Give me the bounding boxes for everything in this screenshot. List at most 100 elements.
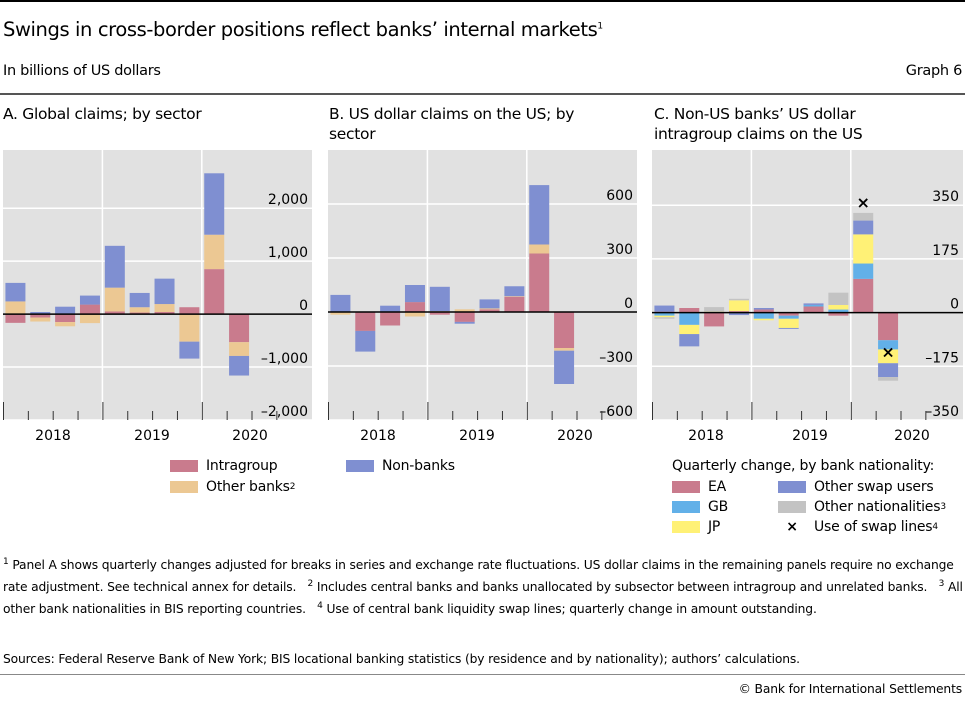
bar-segment-other-swap-users	[679, 334, 700, 347]
bar-segment-other-banks	[204, 234, 225, 270]
legend-label: GB	[708, 499, 729, 515]
legend-swatch	[672, 521, 700, 533]
bar-segment-non-banks	[79, 295, 100, 305]
bar-segment-other-banks	[55, 322, 76, 327]
y-tick-label: 175	[932, 243, 959, 259]
bar-segment-intragroup	[504, 296, 525, 312]
legend-gb: GB	[672, 499, 728, 515]
bar-segment-non-banks	[479, 299, 500, 309]
legend-swatch	[346, 460, 374, 472]
bar-segment-ea	[704, 312, 725, 327]
copyright: © Bank for International Settlements	[738, 682, 963, 696]
panel-a-title: A. Global claims; by sector	[3, 105, 202, 123]
bar-segment-ea	[878, 312, 899, 341]
bar-segment-jp	[878, 349, 899, 364]
bar-segment-non-banks	[355, 330, 376, 352]
bar-segment-gb	[878, 340, 899, 350]
bar-segment-other-banks	[554, 348, 575, 351]
panel-a-chart: 2,000 1,000 0 –1,000 –2,000	[3, 150, 312, 420]
footnote-mark: 3	[940, 502, 946, 512]
footnote-4: Use of central bank liquidity swap lines…	[326, 602, 817, 617]
legend-label: Non-banks	[382, 458, 455, 474]
bar-segment-gb	[828, 309, 849, 313]
bar-segment-jp	[679, 324, 700, 335]
bar-segment-gb	[753, 312, 774, 319]
legend-label: Other banks	[206, 479, 290, 495]
year-label: 2019	[459, 428, 495, 444]
year-label: 2018	[360, 428, 396, 444]
footnote-1: Panel A shows quarterly changes adjusted…	[3, 558, 954, 595]
legend-other-swap-users: Other swap users	[778, 479, 934, 495]
bar-segment-non-banks	[104, 245, 125, 288]
legend-swatch	[170, 460, 198, 472]
bar-segment-intragroup	[404, 302, 425, 312]
bar-segment-intragroup	[229, 314, 250, 343]
year-label: 2020	[557, 428, 593, 444]
bar-segment-other-banks	[454, 309, 475, 312]
panel-b-title: B. US dollar claims on the US; by sector	[329, 105, 575, 143]
cross-marker-icon: ×	[786, 519, 798, 535]
bar-segment-non-banks	[55, 306, 76, 315]
bar-segment-other-swap-users	[753, 308, 774, 310]
footnote-mark: 4	[932, 522, 938, 532]
bar-segment-gb	[654, 312, 675, 316]
bar-segment-non-banks	[179, 341, 200, 359]
bar-segment-intragroup	[429, 312, 450, 315]
y-tick-label: –175	[925, 350, 959, 366]
y-tick-label: 0	[299, 298, 308, 314]
bar-segment-intragroup	[30, 314, 51, 318]
bar-segment-jp	[728, 300, 749, 312]
bar-segment-intragroup	[55, 314, 76, 323]
y-tick-label: –1,000	[261, 351, 308, 367]
footnote-mark: 3	[938, 579, 945, 590]
legend-label: Intragroup	[206, 458, 278, 474]
bar-segment-other-banks	[179, 314, 200, 342]
bar-segment-non-banks	[330, 294, 351, 312]
y-tick-label: –600	[599, 404, 633, 420]
bar-segment-ea	[679, 308, 700, 313]
bar-segment-other-nationalities	[878, 377, 899, 381]
bar-segment-ea	[778, 312, 799, 316]
legend-non-banks: Non-banks	[346, 458, 455, 474]
bar-segment-intragroup	[179, 307, 200, 315]
bar-segment-jp	[828, 304, 849, 310]
legend-swatch	[672, 481, 700, 493]
panel-c-title: C. Non-US banks’ US dollar intragroup cl…	[654, 105, 863, 143]
y-tick-label: 0	[950, 297, 959, 313]
bar-segment-non-banks	[30, 312, 51, 315]
graph-title: Swings in cross-border positions reflect…	[3, 18, 603, 41]
bar-segment-jp	[654, 315, 675, 318]
y-tick-label: 300	[606, 242, 633, 258]
top-rule	[0, 0, 965, 2]
bar-segment-ea	[853, 278, 874, 313]
bar-segment-ea	[803, 306, 824, 313]
bar-segment-other-banks	[479, 308, 500, 310]
bar-segment-intragroup	[204, 269, 225, 315]
bar-segment-other-banks	[504, 296, 525, 297]
footnote-3: All other bank nationalities in BIS repo…	[3, 580, 963, 617]
bar-segment-other-swap-users	[878, 363, 899, 378]
bar-segment-other-banks	[5, 301, 26, 315]
bar-segment-intragroup	[479, 309, 500, 312]
bar-segment-gb	[853, 263, 874, 279]
bar-segment-non-banks	[429, 286, 450, 312]
legend-swatch	[170, 481, 198, 493]
legend-label: Other swap users	[814, 479, 934, 495]
footnote-mark: 2	[307, 579, 314, 590]
footnote-2: Includes central banks and banks unalloc…	[316, 580, 928, 595]
bar-segment-other-banks	[104, 287, 125, 312]
legend-label: JP	[708, 519, 721, 535]
legend-c-heading: Quarterly change, by bank nationality:	[672, 458, 935, 474]
bar-segment-intragroup	[529, 253, 550, 312]
bar-segment-other-banks	[229, 342, 250, 356]
y-tick-label: 0	[624, 296, 633, 312]
year-label: 2019	[792, 428, 828, 444]
year-label: 2020	[232, 428, 268, 444]
bar-segment-other-nationalities	[828, 292, 849, 305]
y-tick-label: 1,000	[268, 245, 308, 261]
legend-intragroup: Intragroup	[170, 458, 278, 474]
unit-label: In billions of US dollars	[3, 63, 161, 79]
legend-swatch	[778, 501, 806, 513]
legend-label: Use of swap lines	[814, 519, 933, 535]
bar-segment-jp	[853, 234, 874, 264]
